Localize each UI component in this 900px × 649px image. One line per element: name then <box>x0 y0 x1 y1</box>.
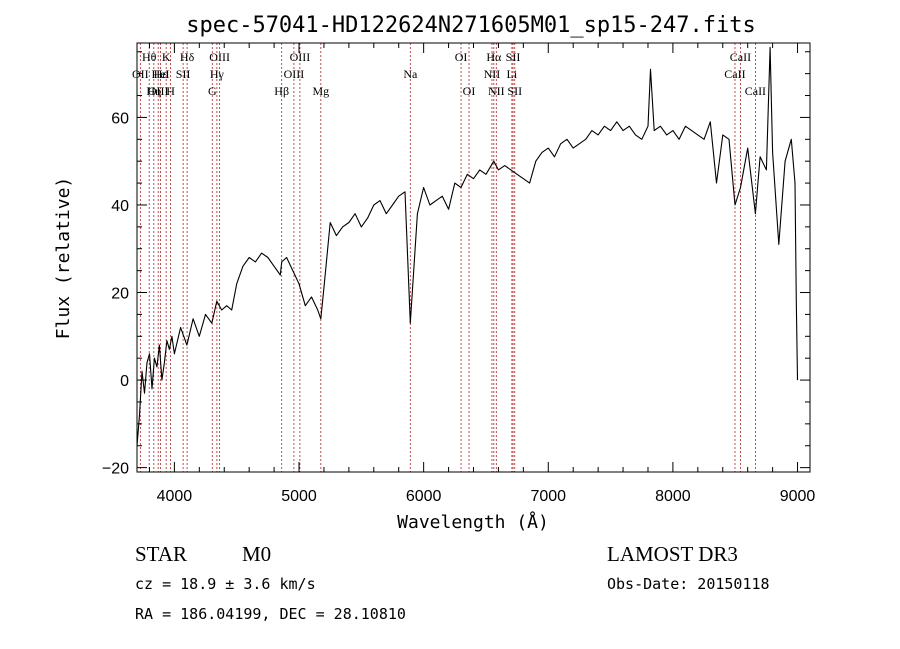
plot-frame <box>136 42 811 473</box>
y-tick-label: −20 <box>102 461 129 478</box>
line-label: SII <box>176 67 191 81</box>
line-label: Hβ <box>274 84 289 98</box>
line-label: Hγ <box>210 67 225 81</box>
y-axis-label: Flux (relative) <box>53 177 74 340</box>
y-tick-label: 40 <box>111 198 129 215</box>
line-label: K <box>162 50 171 64</box>
x-axis: 4000 5000 6000 7000 8000 9000 <box>148 43 816 505</box>
line-label: Hε <box>154 67 168 81</box>
line-label: CaII <box>730 50 751 64</box>
line-label: Li <box>507 67 518 81</box>
x-tick-label: 8000 <box>655 488 691 505</box>
y-tick-label: 20 <box>111 286 129 303</box>
line-label: SII <box>506 50 521 64</box>
x-tick-label: 6000 <box>406 488 442 505</box>
line-label: CaII <box>745 84 766 98</box>
x-axis-label: Wavelength (Å) <box>397 511 549 533</box>
line-label: HeI <box>152 67 170 81</box>
x-tick-label: 7000 <box>530 488 566 505</box>
line-label: SII <box>507 84 522 98</box>
line-label: Mg <box>312 84 329 98</box>
obs-date-text: Obs-Date: 20150118 <box>607 575 770 593</box>
line-label: NII <box>484 67 501 81</box>
y-axis: −20 0 20 40 60 <box>102 51 810 478</box>
x-tick-label: 9000 <box>780 488 816 505</box>
y-tick-label: 0 <box>120 373 129 390</box>
line-label: G <box>208 84 217 98</box>
x-tick-label: 4000 <box>157 488 193 505</box>
line-label: H <box>166 84 175 98</box>
line-label: OIII <box>284 67 305 81</box>
line-label: Hα <box>486 50 502 64</box>
object-subclass: M0 <box>242 542 271 566</box>
line-label: OIII <box>209 50 230 64</box>
line-label: CaII <box>724 67 745 81</box>
y-tick-label: 60 <box>111 110 129 127</box>
line-label: OIII <box>148 84 169 98</box>
line-label: Hδ <box>180 50 195 64</box>
line-label: Hθ <box>142 50 157 64</box>
line-label: Hη <box>146 84 161 98</box>
line-label: OIII <box>290 50 311 64</box>
coordinates-text: RA = 186.04199, DEC = 28.10810 <box>135 605 406 623</box>
x-tick-label: 5000 <box>281 488 317 505</box>
spectrum-series-line <box>136 46 799 446</box>
line-label: NII <box>488 84 505 98</box>
line-label: OI <box>455 50 468 64</box>
line-label: OI <box>463 84 476 98</box>
redshift-text: cz = 18.9 ± 3.6 km/s <box>135 575 316 593</box>
object-class: STAR <box>135 542 187 566</box>
chart-title: spec-57041-HD122624N271605M01_sp15-247.f… <box>186 13 756 38</box>
spectral-line-markers <box>139 43 756 472</box>
line-label: Na <box>403 67 418 81</box>
survey-name: LAMOST DR3 <box>607 542 738 566</box>
